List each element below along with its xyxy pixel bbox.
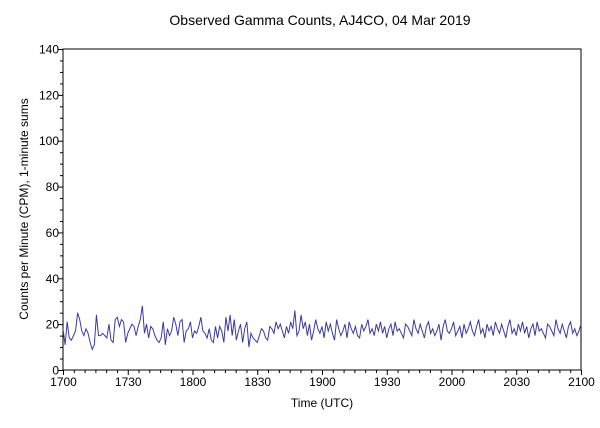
y-tick-label: 100 [39, 134, 59, 148]
series-line [62, 305, 582, 351]
x-tick-label: 2100 [568, 375, 595, 389]
x-axis-title: Time (UTC) [291, 396, 353, 410]
x-tick-label: 2000 [439, 375, 466, 389]
x-tick-label: 1700 [50, 375, 77, 389]
y-axis-title: Counts per Minute (CPM), 1-minute sums [17, 98, 31, 319]
y-tick-label: 40 [46, 272, 60, 286]
y-tick-label: 60 [46, 226, 60, 240]
x-tick-label: 1800 [180, 375, 207, 389]
axis-layer: 0 20 40 60 80 100 120 140 1700 1730 1800 1830 1900 19… [39, 43, 595, 390]
series-layer [62, 305, 582, 351]
y-tick-label: 120 [39, 88, 59, 102]
y-tick-label: 140 [39, 43, 59, 57]
x-tick-label: 1830 [244, 375, 271, 389]
y-tick-label: 0 [52, 364, 59, 378]
x-tick-label: 2030 [503, 375, 530, 389]
y-tick-label: 20 [46, 318, 60, 332]
x-tick-label: 1730 [115, 375, 142, 389]
x-tick-label: 1930 [374, 375, 401, 389]
y-tick-label: 80 [46, 180, 60, 194]
x-tick-label: 1900 [309, 375, 336, 389]
plot-frame [62, 48, 582, 371]
chart-title: Observed Gamma Counts, AJ4CO, 04 Mar 201… [169, 12, 470, 28]
